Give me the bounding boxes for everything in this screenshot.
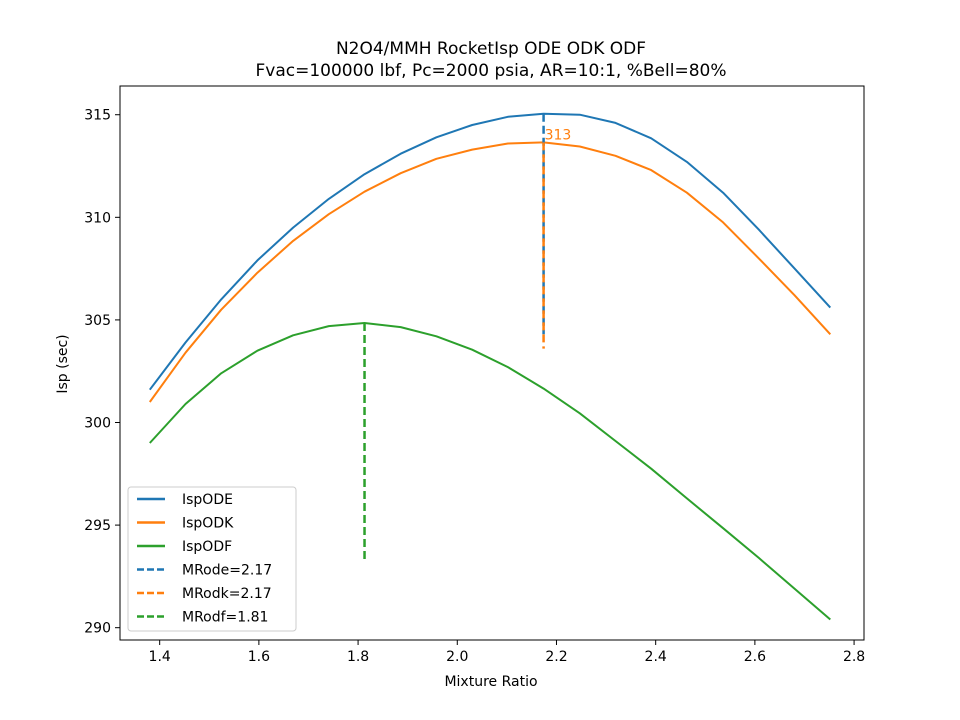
legend-entry-label: MRode=2.17 bbox=[182, 563, 272, 579]
y-tick-label: 315 bbox=[84, 108, 111, 124]
legend-entry-label: IspODE bbox=[182, 492, 233, 508]
x-tick-label: 1.8 bbox=[347, 649, 369, 665]
y-tick-label: 295 bbox=[84, 518, 111, 534]
chart-subtitle: Fvac=100000 lbf, Pc=2000 psia, AR=10:1, … bbox=[256, 61, 727, 81]
chart-title: N2O4/MMH RocketIsp ODE ODK ODF bbox=[336, 39, 646, 59]
x-axis-label: Mixture Ratio bbox=[444, 674, 537, 690]
legend: IspODE IspODK IspODF MRode=2.17 MRodk=2.17 MR… bbox=[127, 486, 297, 632]
x-tick-label: 2.4 bbox=[645, 649, 667, 665]
series-line-ispodk bbox=[148, 141, 832, 403]
x-tick-label: 2.2 bbox=[545, 649, 567, 665]
y-tick-label: 310 bbox=[84, 210, 111, 226]
plot-area: 1.4 1.6 1.8 2.0 2.2 2.4 2.6 2.8 290 295 300 305 310 3… bbox=[84, 85, 865, 665]
legend-entry-label: MRodk=2.17 bbox=[182, 586, 272, 602]
x-tick-label: 2.0 bbox=[446, 649, 468, 665]
y-axis-label: Isp (sec) bbox=[55, 334, 71, 393]
x-tick-label: 2.8 bbox=[843, 649, 865, 665]
y-tick-label: 305 bbox=[84, 313, 111, 329]
legend-box bbox=[127, 486, 297, 632]
axes-frame bbox=[119, 85, 865, 641]
y-tick-label: 300 bbox=[84, 416, 111, 432]
legend-entry-label: MRodf=1.81 bbox=[182, 610, 268, 626]
x-tick-label: 1.6 bbox=[248, 649, 270, 665]
legend-entry-label: IspODF bbox=[182, 539, 232, 555]
x-tick-label: 1.4 bbox=[149, 649, 171, 665]
legend-entry-label: IspODK bbox=[182, 516, 234, 532]
series-line-ispode bbox=[149, 112, 832, 391]
x-tick-label: 2.6 bbox=[744, 649, 766, 665]
y-tick-label: 290 bbox=[84, 621, 111, 637]
annotation-label: 313 bbox=[545, 127, 572, 143]
series-line-ispodf bbox=[149, 322, 831, 621]
